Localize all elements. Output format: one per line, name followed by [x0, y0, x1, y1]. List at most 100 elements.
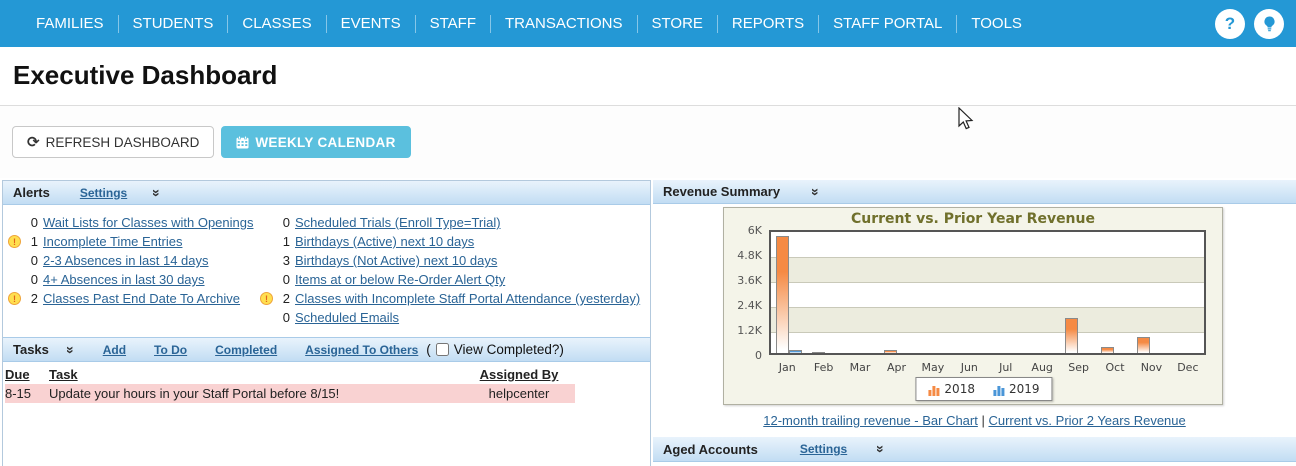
collapse-tasks-icon[interactable]: » [62, 345, 79, 354]
alert-link-incomplete-time-entries[interactable]: Incomplete Time Entries [43, 234, 183, 249]
alert-link-classes-past-end-date-to-archi[interactable]: Classes Past End Date To Archive [43, 291, 241, 306]
alerts-tasks-panel: Alerts Settings » 0 Wait Lists for Classe… [2, 180, 651, 466]
tasks-link-assigned-to-others[interactable]: Assigned To Others [305, 342, 419, 357]
x-axis-tick-aug: Aug [1031, 361, 1053, 374]
bar-2018-jan[interactable] [776, 236, 790, 353]
revenue-summary-header: Revenue Summary » [653, 180, 1296, 204]
nav-item-staff[interactable]: STAFF [416, 14, 491, 33]
nav-item-events[interactable]: EVENTS [327, 14, 416, 33]
chart-plot-area [769, 230, 1206, 355]
bar-2018-nov[interactable] [1136, 337, 1150, 353]
collapse-alerts-icon[interactable]: » [149, 188, 166, 197]
nav-item-tools[interactable]: TOOLS [971, 14, 1022, 32]
nav-item-store[interactable]: STORE [638, 14, 718, 33]
y-axis-tick: 6K [747, 224, 762, 237]
plot-band [771, 307, 1204, 332]
nav-item-transactions[interactable]: TRANSACTIONS [491, 14, 638, 33]
lightbulb-icon [1262, 15, 1277, 32]
nav-icon-group: ? [1215, 8, 1284, 39]
alert-count: 2 [282, 291, 290, 306]
toolbar: ⟳ REFRESH DASHBOARD WEEKLY CALENDAR [0, 106, 1296, 178]
alerts-column-left: 0 Wait Lists for Classes with Openings! 1 I… [6, 213, 258, 337]
legend-label: 2019 [1008, 382, 1040, 396]
alert-link-wait-lists-for-classes-with-op[interactable]: Wait Lists for Classes with Openings [43, 215, 254, 230]
help-button[interactable]: ? [1215, 8, 1245, 39]
revenue-footer-links: 12-month trailing revenue - Bar Chart | … [653, 413, 1296, 428]
aged-accounts-settings-link[interactable]: Settings [799, 442, 848, 456]
warning-icon: ! [260, 292, 273, 305]
revenue-link-12-month-trailing-revenue-bar-[interactable]: 12-month trailing revenue - Bar Chart [763, 413, 978, 428]
y-axis-tick: 3.6K [737, 274, 762, 287]
bar-group-nov [1132, 232, 1168, 353]
alert-link-classes-with-incomplete-staff-[interactable]: Classes with Incomplete Staff Portal Att… [295, 291, 641, 306]
bar-group-dec [1168, 232, 1204, 353]
warning-icon: ! [8, 235, 21, 248]
bar-2018-feb[interactable] [812, 352, 826, 353]
alert-link-2-3-absences-in-last-14-days[interactable]: 2-3 Absences in last 14 days [43, 253, 209, 268]
bar-group-jan [771, 232, 807, 353]
nav-item-staff-portal[interactable]: STAFF PORTAL [819, 14, 958, 33]
plot-gridline [771, 332, 1204, 333]
alert-link-4-absences-in-last-30-days[interactable]: 4+ Absences in last 30 days [43, 272, 205, 287]
nav-item-students[interactable]: STUDENTS [119, 14, 229, 33]
bar-group-oct [1096, 232, 1132, 353]
refresh-dashboard-button[interactable]: ⟳ REFRESH DASHBOARD [12, 126, 215, 158]
x-axis-tick-feb: Feb [813, 361, 834, 374]
tasks-link-add[interactable]: Add [102, 342, 127, 357]
bar-group-feb [807, 232, 843, 353]
page-title: Executive Dashboard [13, 60, 278, 90]
tasks-link-to-do[interactable]: To Do [154, 342, 188, 357]
alert-count: 2 [30, 291, 38, 306]
task-assigned-by: helpcenter [463, 384, 575, 403]
collapse-revenue-icon[interactable]: » [807, 187, 824, 196]
weekly-calendar-button[interactable]: WEEKLY CALENDAR [221, 126, 411, 158]
x-axis-tick-oct: Oct [1105, 361, 1125, 374]
bar-2018-apr[interactable] [884, 350, 898, 353]
alert-count: 0 [282, 310, 290, 325]
alert-row: 0 Wait Lists for Classes with Openings [6, 213, 258, 232]
alert-row: 0 Scheduled Trials (Enroll Type=Trial) [258, 213, 650, 232]
top-nav-bar: FAMILIES STUDENTS CLASSES EVENTS STAFF TRANSA… [0, 0, 1296, 47]
alert-icon-slot: ! [6, 292, 23, 305]
view-completed-label: View Completed?) [453, 342, 564, 357]
x-axis-tick-sep: Sep [1068, 361, 1089, 374]
nav-menu: FAMILIES STUDENTS CLASSES EVENTS STAFF TRANSA… [22, 14, 1036, 33]
alert-row: 0 Scheduled Emails [258, 308, 650, 327]
task-row[interactable]: 8-15 Update your hours in your Staff Port… [5, 384, 575, 403]
alert-link-items-at-or-below-re-order-ale[interactable]: Items at or below Re-Order Alert Qty [295, 272, 506, 287]
task-text: Update your hours in your Staff Portal b… [49, 384, 463, 403]
view-completed-checkbox[interactable] [435, 343, 449, 356]
tasks-column-assigned-by: Assigned By [479, 367, 559, 382]
legend-entry-2019[interactable]: 2019 [992, 382, 1040, 396]
bar-group-mar [843, 232, 879, 353]
bar-2018-oct[interactable] [1100, 347, 1114, 353]
mini-bar-chart-icon [992, 385, 1004, 396]
calendar-icon [236, 135, 255, 149]
bar-2019-jan[interactable] [789, 350, 803, 353]
chart-title: Current vs. Prior Year Revenue [851, 211, 1095, 227]
lightbulb-button[interactable] [1254, 8, 1284, 39]
alert-count: 1 [282, 234, 290, 249]
bar-2018-sep[interactable] [1064, 318, 1078, 353]
nav-item-reports[interactable]: REPORTS [718, 14, 820, 33]
view-completed-group: ( View Completed?) [426, 342, 564, 357]
bar-group-sep [1060, 232, 1096, 353]
alert-link-birthdays-not-active-next-10-d[interactable]: Birthdays (Not Active) next 10 days [295, 253, 498, 268]
revenue-panel: Revenue Summary » Current vs. Prior Year… [653, 180, 1296, 466]
alert-link-scheduled-emails[interactable]: Scheduled Emails [295, 310, 400, 325]
dashboard-main: Alerts Settings » 0 Wait Lists for Classe… [0, 178, 1296, 466]
x-axis-tick-nov: Nov [1140, 361, 1163, 374]
tasks-link-completed[interactable]: Completed [215, 342, 278, 357]
alert-link-scheduled-trials-enroll-type-t[interactable]: Scheduled Trials (Enroll Type=Trial) [295, 215, 501, 230]
chart-x-axis: Jan Feb Mar Apr May Jun Jul Aug Sep Oct Nov Dec [769, 361, 1206, 374]
alert-link-birthdays-active-next-10-days[interactable]: Birthdays (Active) next 10 days [295, 234, 475, 249]
alerts-settings-link[interactable]: Settings [79, 185, 128, 200]
y-axis-tick: 4.8K [737, 249, 762, 262]
collapse-aged-accounts-icon[interactable]: » [873, 445, 890, 453]
nav-item-families[interactable]: FAMILIES [22, 14, 119, 33]
legend-entry-2018[interactable]: 2018 [928, 382, 975, 396]
bar-group-may [915, 232, 951, 353]
revenue-link-current-vs-prior-2-years-reven[interactable]: Current vs. Prior 2 Years Revenue [988, 413, 1186, 428]
y-axis-tick: 1.2K [737, 324, 762, 337]
nav-item-classes[interactable]: CLASSES [228, 14, 327, 33]
